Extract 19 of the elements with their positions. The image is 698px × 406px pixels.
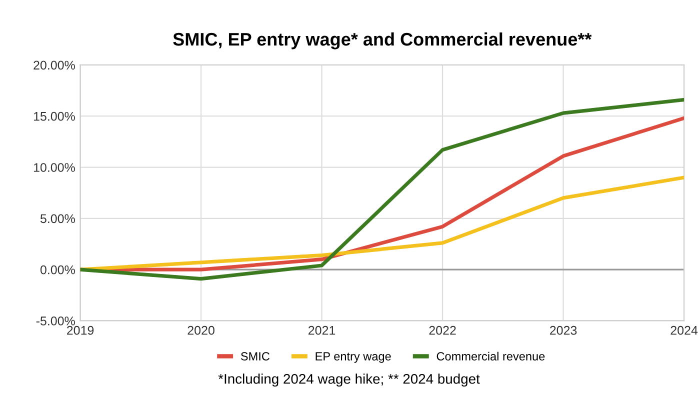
x-tick-label: 2020 — [188, 326, 214, 335]
y-tick-label: 20.00% — [34, 60, 75, 70]
y-tick-label: 5.00% — [40, 214, 75, 224]
y-tick-label: -5.00% — [36, 316, 75, 326]
line-series — [80, 176, 684, 272]
line-series — [80, 98, 684, 281]
text: *Including 2024 wage hike; ** 2024 budget — [218, 374, 480, 387]
x-tick-label: 2024 — [670, 326, 698, 335]
y-tick-label: 0.00% — [40, 265, 75, 274]
legend-label: EP entry wage — [316, 352, 391, 363]
legend-label: SMIC — [240, 352, 270, 360]
y-tick-label: 10.00% — [34, 163, 75, 172]
legend-label: Commercial revenue — [436, 352, 545, 360]
x-tick-label: 2021 — [308, 326, 336, 335]
x-tick-label: 2019 — [66, 326, 94, 335]
chart-title: SMIC, EP entry wage* and Commercial revenue** — [173, 32, 592, 50]
y-tick-label: 15.00% — [34, 112, 75, 121]
x-tick-label: 2023 — [550, 326, 577, 335]
x-tick-label: 2022 — [429, 326, 456, 335]
